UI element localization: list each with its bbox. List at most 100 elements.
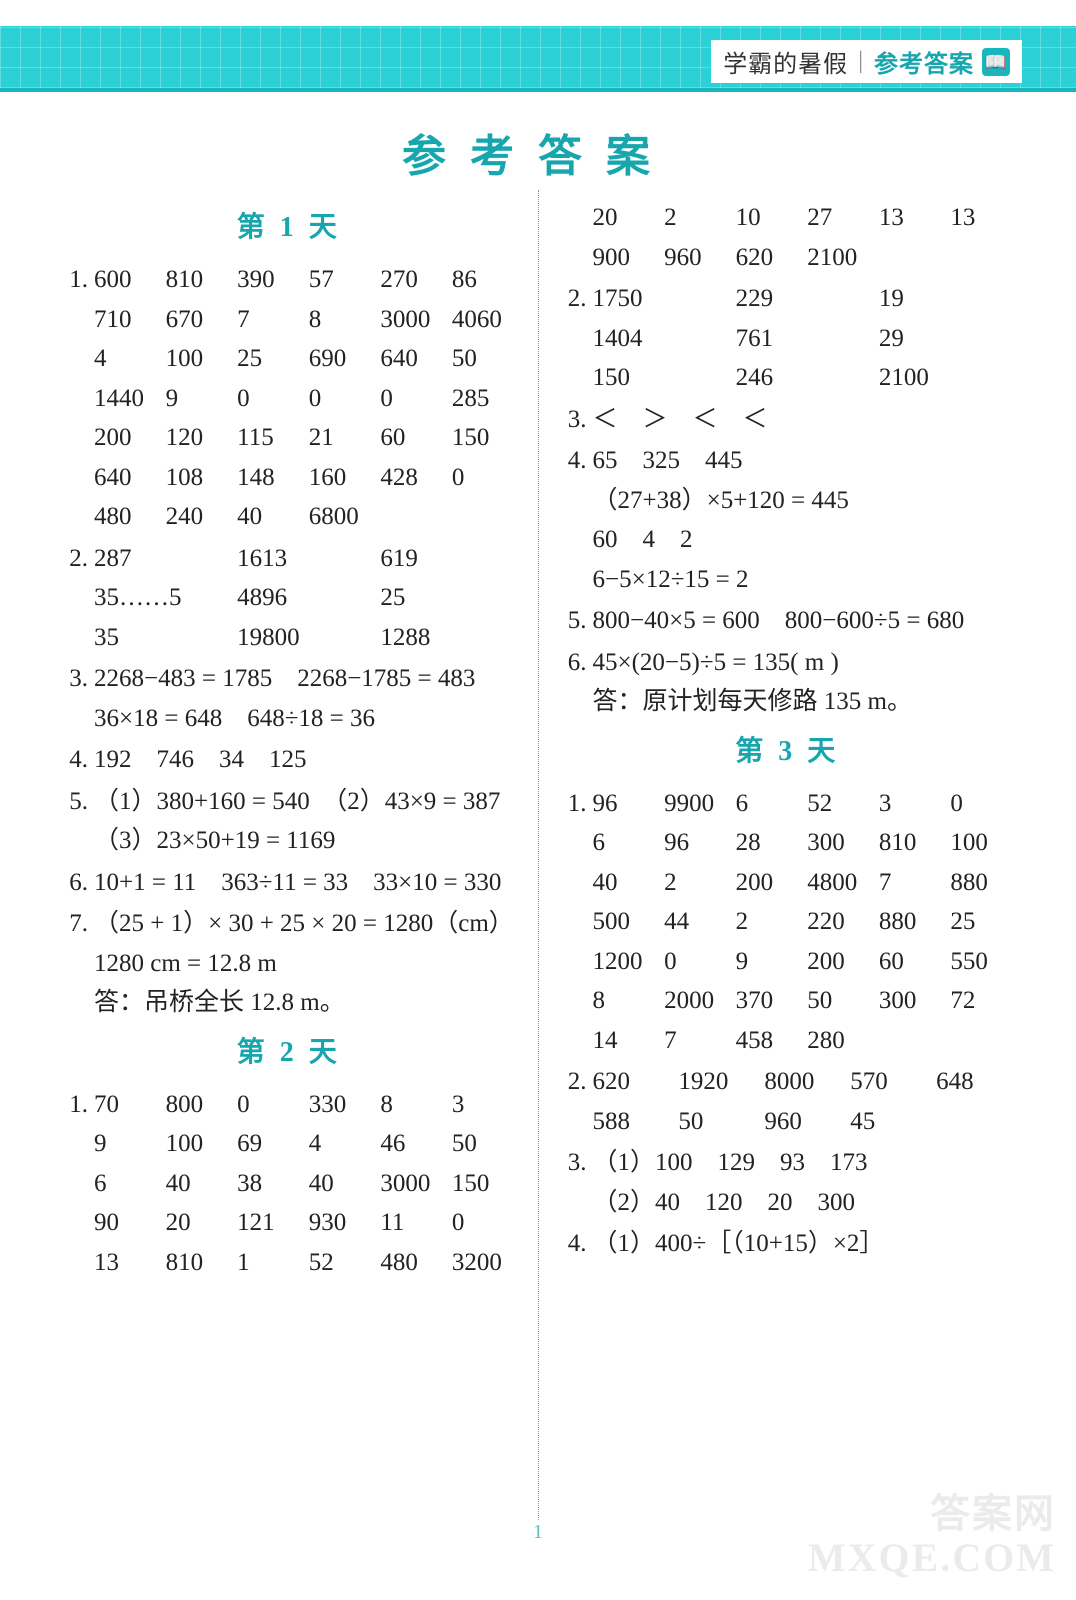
item-body: 287161361935……548962535198001288 [94,539,524,658]
value-cell: 4 [94,339,166,379]
value-cell: 550 [950,942,1022,982]
value-cell: 200 [736,863,808,903]
value-cell: 3 [452,1085,524,1125]
value-cell: 1404 [593,319,736,359]
value-cell: 900 [593,238,665,278]
item-body: 10+1 = 11 363÷11 = 33 33×10 = 330 [94,863,524,903]
value-cell: 60 [879,942,951,982]
value-cell: 160 [309,458,381,498]
value-cell: 2 [664,198,736,238]
value-row: 20210271313 [593,198,1023,238]
value-cell: 200 [807,942,879,982]
value-cell: 0 [380,379,452,419]
value-cell: 1 [237,1243,309,1283]
value-cell: 19 [879,279,1022,319]
item-number [553,198,593,277]
value-cell: 50 [807,981,879,1021]
answer-item: 1.96990065230696283008101004022004800788… [553,784,1023,1061]
value-cell: 710 [94,300,166,340]
value-cell: 40 [593,863,665,903]
item-number: 2. [54,539,94,658]
value-cell: 619 [380,539,523,579]
value-cell: 108 [166,458,238,498]
text-line: （1）100 129 93 173 [593,1143,1023,1183]
answer-item: 3.（1）100 129 93 173（2）40 120 20 300 [553,1143,1023,1222]
text-line: 60 4 2 [593,520,1023,560]
value-cell: 0 [950,784,1022,824]
value-cell: 45 [850,1102,936,1142]
text-line: 800−40×5 = 600 800−600÷5 = 680 [593,601,1023,641]
value-cell: 2 [736,902,808,942]
value-cell: 8 [309,300,381,340]
text-line: （27+38）×5+120 = 445 [593,481,1023,521]
page-number: 1 [0,1521,1076,1544]
text-line: 65 325 445 [593,441,1023,481]
value-cell: 7 [879,863,951,903]
item-number: 4. [553,441,593,599]
header-tag-sep: | [856,48,866,75]
item-number: 3. [553,1143,593,1222]
item-number: 4. [553,1224,593,1264]
item-number: 1. [553,784,593,1061]
text-line: 1280 cm = 12.8 m [94,944,524,984]
value-cell: 90 [94,1203,166,1243]
value-cell: 330 [309,1085,381,1125]
answer-item: 4.65 325 445（27+38）×5+120 = 44560 4 26−5… [553,441,1023,599]
text-line: （1）400÷［（10+15）×2］ [593,1224,1023,1264]
value-cell: 690 [309,339,381,379]
value-cell: 20 [593,198,665,238]
value-cell: 390 [237,260,309,300]
value-cell: 86 [452,260,524,300]
item-body: （25 + 1）× 30 + 25 × 20 = 1280（cm）1280 cm… [94,904,524,1023]
header-tag: 学霸的暑假 | 参考答案 📖 [711,40,1022,83]
value-cell: 0 [664,942,736,982]
value-cell: 120 [166,418,238,458]
item-number: 2. [553,1062,593,1141]
value-cell: 620 [593,1062,679,1102]
item-body: 6008103905727086710670783000406041002569… [94,260,524,537]
text-line: （25 + 1）× 30 + 25 × 20 = 1280（cm） [94,904,524,944]
value-cell: 72 [950,981,1022,1021]
value-cell: 4800 [807,863,879,903]
value-cell: 761 [736,319,879,359]
value-row: 64038403000150 [94,1164,524,1204]
header-tag-pre: 学霸的暑假 [723,44,848,79]
value-cell: 1613 [237,539,380,579]
value-cell: 648 [936,1062,1022,1102]
value-cell [380,497,452,537]
value-cell: 52 [309,1243,381,1283]
answer-item: 1.70800033083910069446506403840300015090… [54,1085,524,1283]
value-cell: 52 [807,784,879,824]
value-row: 2871613619 [94,539,524,579]
value-cell: 50 [452,1124,524,1164]
value-cell: 620 [736,238,808,278]
value-row: 35198001288 [94,618,524,658]
value-cell: 8 [380,1085,452,1125]
item-body: （1）400÷［（10+15）×2］ [593,1224,1023,1264]
item-number: 6. [54,863,94,903]
answer-item: 5.800−40×5 = 600 800−600÷5 = 680 [553,601,1023,641]
item-number: 6. [553,643,593,722]
value-cell: 13 [950,198,1022,238]
text-line: 10+1 = 11 363÷11 = 33 33×10 = 330 [94,863,524,903]
value-cell: 220 [807,902,879,942]
day-heading: 第 3 天 [553,730,1023,774]
value-cell: 880 [950,863,1022,903]
content-columns: 第 1 天1.600810390572708671067078300040604… [40,190,1036,1520]
value-cell: 2100 [807,238,879,278]
value-cell: 4 [309,1124,381,1164]
value-row: 50044222088025 [593,902,1023,942]
value-cell: 588 [593,1102,679,1142]
value-row: 9020121930110 [94,1203,524,1243]
value-cell: 500 [593,902,665,942]
value-cell: 810 [166,260,238,300]
value-cell: 20 [166,1203,238,1243]
answer-item: 2.287161361935……548962535198001288 [54,539,524,658]
item-body: 2268−483 = 1785 2268−1785 = 48336×18 = 6… [94,659,524,738]
value-cell: 480 [94,497,166,537]
value-cell: 35……5 [94,578,237,618]
item-number: 3. [553,400,593,440]
text-line: （3）23×50+19 = 1169 [94,821,524,861]
value-cell: 6 [736,784,808,824]
value-cell: 960 [664,238,736,278]
